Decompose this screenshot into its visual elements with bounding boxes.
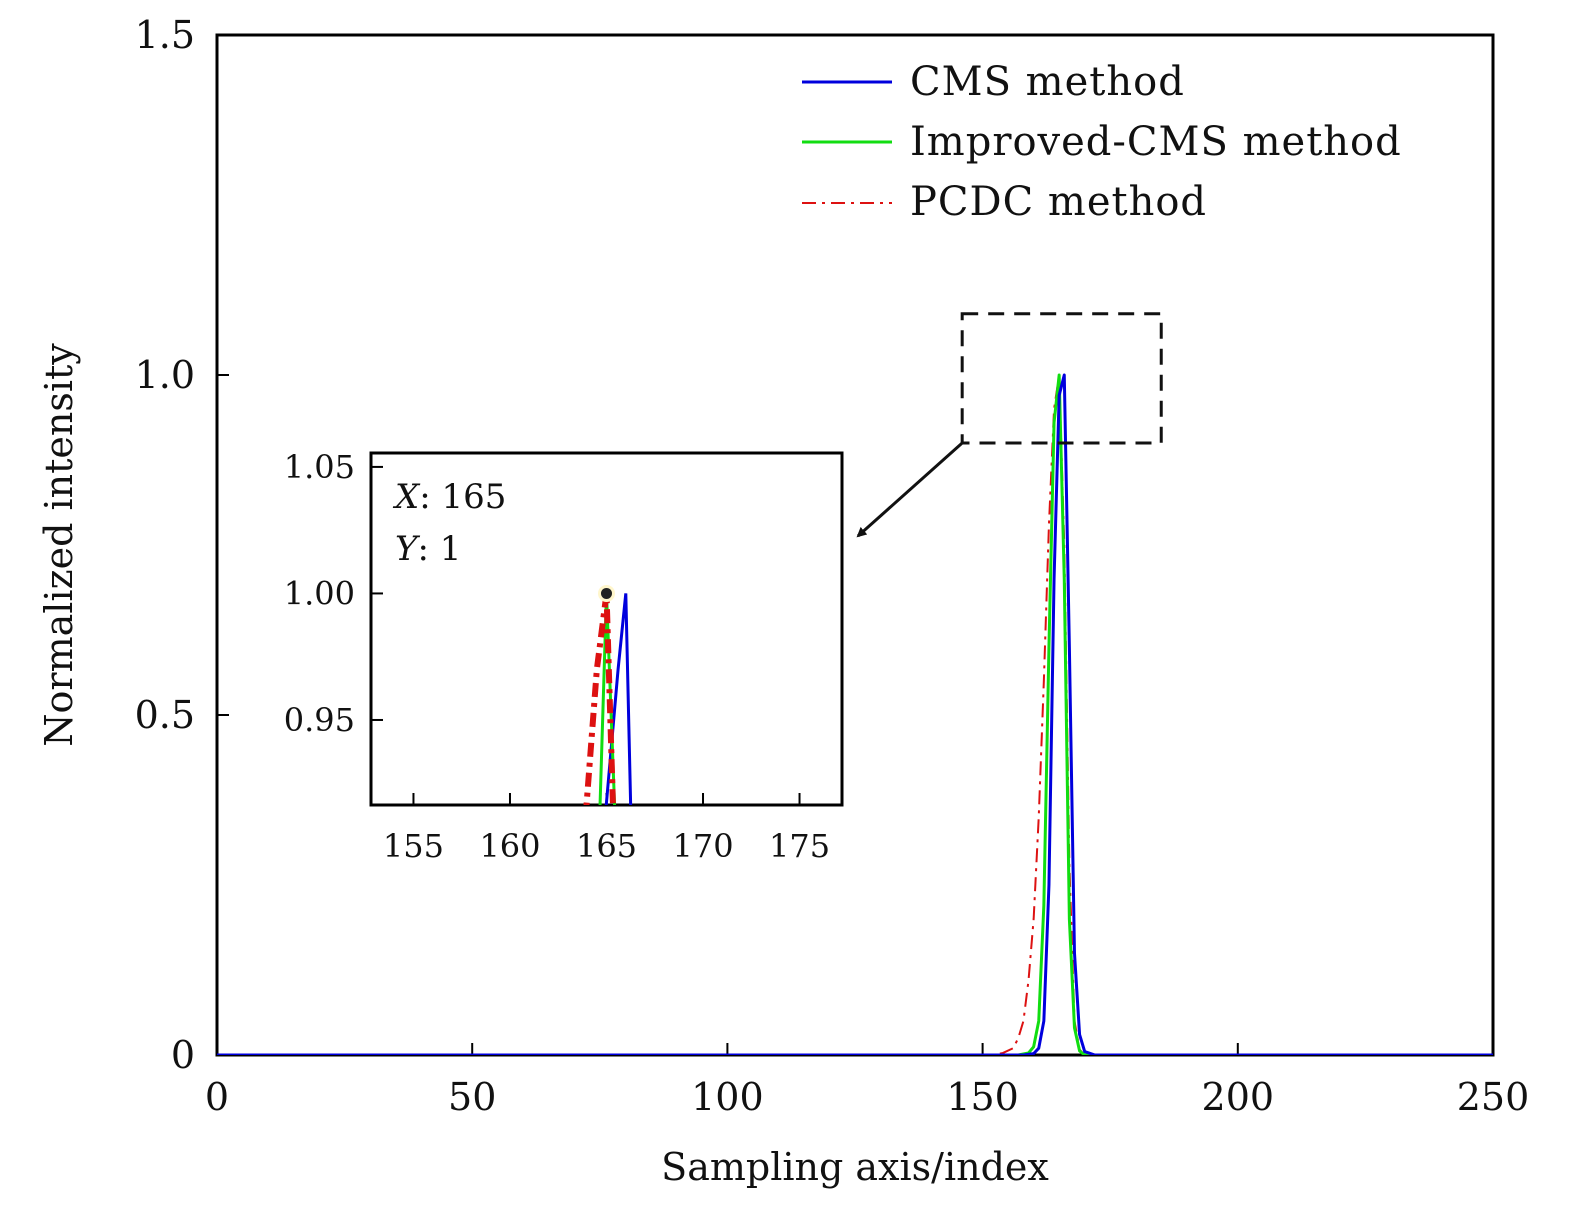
y-tick-label: 1.0: [135, 353, 195, 397]
x-tick-label: 200: [1202, 1075, 1275, 1119]
legend-label-pcdc: PCDC method: [910, 179, 1207, 225]
inset-y-tick-label: 0.95: [284, 701, 355, 739]
zoom-region-box: [960, 312, 1163, 445]
x-tick-label: 0: [205, 1075, 229, 1119]
inset-y-tick-label: 1.05: [284, 448, 355, 486]
inset-axis-ticks: 155 160 165 170 175 0.95 1.00 1.05: [284, 448, 830, 865]
inset-series-line-pcdc-method: [583, 593, 616, 805]
x-tick-label: 250: [1457, 1075, 1530, 1119]
datatip-marker[interactable]: [598, 584, 615, 602]
inset-plot: 155 160 165 170 175 0.95 1.00 1.05 X: 165 Y: 1: [284, 448, 844, 865]
x-tick-label: 100: [691, 1075, 764, 1119]
datatip-x: X: 165: [392, 477, 506, 517]
series-line-cms-method: [217, 373, 1493, 1055]
y-tick-label: 0: [171, 1033, 195, 1077]
x-axis-title: Sampling axis/index: [661, 1145, 1049, 1189]
inset-x-tick-label: 170: [672, 827, 733, 865]
inset-series-line-cms-method: [604, 593, 633, 805]
datatip-y: Y: 1: [395, 529, 461, 569]
inset-x-tick-label: 165: [576, 827, 637, 865]
x-tick-label: 150: [946, 1075, 1019, 1119]
series-line-improved-cms-method: [217, 373, 1493, 1055]
inset-x-tick-label: 160: [479, 827, 540, 865]
inset-x-tick-label: 155: [383, 827, 444, 865]
y-axis-title: Normalized intensity: [37, 343, 81, 747]
y-tick-label: 1.5: [135, 13, 195, 57]
main-series: [217, 373, 1493, 1055]
zoom-region-rect: [960, 312, 1163, 445]
legend-label-improved-cms: Improved-CMS method: [910, 119, 1402, 165]
y-tick-label: 0.5: [135, 693, 195, 737]
x-tick-label: 50: [448, 1075, 496, 1119]
main-axis-ticks: 0 50 100 150 200 250 0 0.5 1.0 1.5: [135, 13, 1530, 1119]
zoom-arrow: [856, 441, 964, 538]
inset-x-tick-label: 175: [769, 827, 830, 865]
legend: CMS method Improved-CMS method PCDC meth…: [802, 59, 1402, 225]
inset-y-tick-label: 1.00: [284, 574, 355, 612]
legend-label-cms: CMS method: [910, 59, 1185, 105]
